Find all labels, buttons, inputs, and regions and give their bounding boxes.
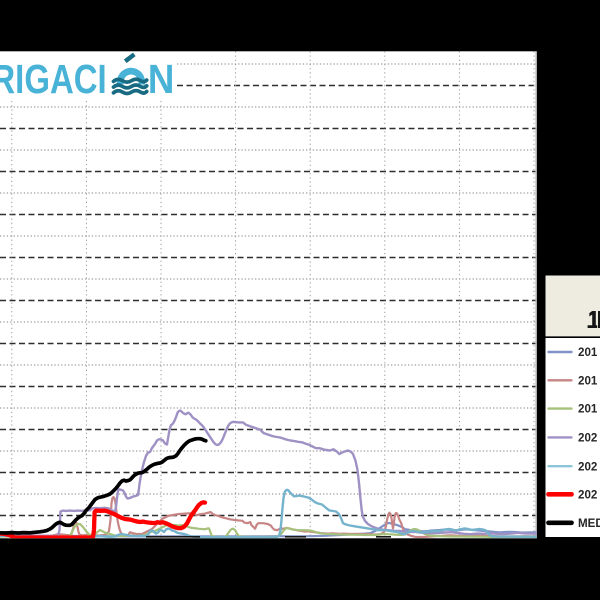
svg-text:201: 201	[578, 403, 598, 416]
svg-text:RIGACI: RIGACI	[0, 57, 107, 103]
svg-text:202: 202	[578, 432, 597, 445]
svg-text:202: 202	[578, 488, 597, 501]
svg-text:201: 201	[578, 346, 598, 359]
svg-text:202: 202	[578, 460, 597, 473]
svg-text:201: 201	[578, 374, 598, 387]
svg-text:MED: MED	[578, 517, 600, 530]
svg-text:N: N	[148, 56, 175, 102]
